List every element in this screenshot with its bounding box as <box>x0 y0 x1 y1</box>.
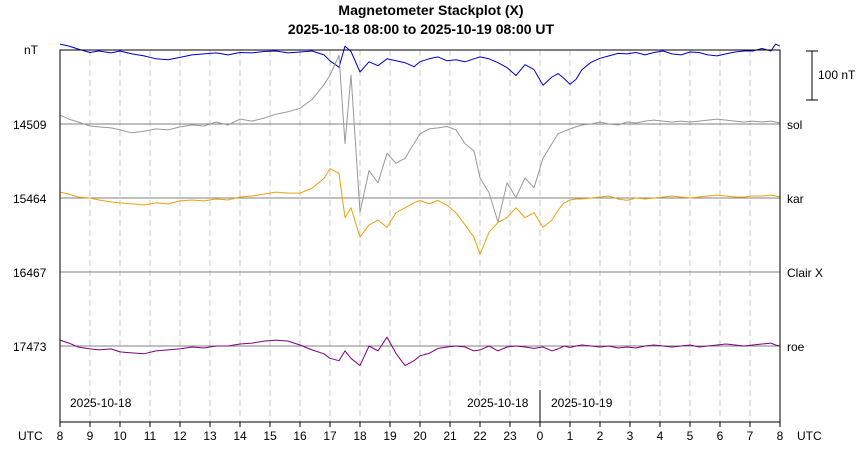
grid <box>89 50 751 422</box>
x-tick-label: 2 <box>597 429 604 443</box>
series-group <box>59 43 781 367</box>
scale-bar: 100 nT <box>806 50 856 101</box>
series-line <box>59 168 781 255</box>
x-tick-label: 18 <box>353 429 367 443</box>
x-tick-label: 15 <box>263 429 277 443</box>
x-tick-label: 13 <box>203 429 217 443</box>
station-label: roe <box>787 340 805 354</box>
y-unit-label: nT <box>24 43 39 57</box>
station-label: sol <box>787 118 802 132</box>
station-label: Clair X <box>787 266 823 280</box>
series-line <box>59 43 781 86</box>
x-tick-label: 19 <box>383 429 397 443</box>
baseline-value-label: 14509 <box>13 118 47 132</box>
x-tick-label: 10 <box>113 429 127 443</box>
x-tick-label: 9 <box>87 429 94 443</box>
x-tick-label: 4 <box>657 429 664 443</box>
x-tick-label: 16 <box>293 429 307 443</box>
baseline-value-label: 17473 <box>13 340 47 354</box>
baseline-value-label: 15464 <box>13 192 47 206</box>
x-ticks: 8 9 10 11 12 13 14 15 16 17 18 19 20 21 22 23 0 1 2 3 4 5 6 7 8 <box>57 422 784 443</box>
date-label-before-midnight: 2025-10-18 <box>467 396 529 410</box>
x-tick-label: 22 <box>473 429 487 443</box>
x-tick-label: 1 <box>567 429 574 443</box>
plot-frame <box>59 49 781 423</box>
x-tick-label: 21 <box>443 429 457 443</box>
x-tick-label: 6 <box>717 429 724 443</box>
x-tick-label: 8 <box>777 429 784 443</box>
x-tick-label: 20 <box>413 429 427 443</box>
x-unit-label-left: UTC <box>18 429 43 443</box>
chart-subtitle: 2025-10-18 08:00 to 2025-10-19 08:00 UT <box>288 21 555 37</box>
x-unit-label-right: UTC <box>797 429 822 443</box>
x-tick-label: 14 <box>233 429 247 443</box>
x-tick-label: 8 <box>57 429 64 443</box>
series-line <box>59 336 781 367</box>
x-tick-label: 11 <box>144 429 157 443</box>
x-tick-label: 23 <box>503 429 517 443</box>
date-label-after-midnight: 2025-10-19 <box>551 396 613 410</box>
station-label: kar <box>787 192 804 206</box>
series-labels: 14509 sol 15464 kar 16467 Clair X 17473 roe <box>13 118 823 354</box>
x-tick-label: 17 <box>323 429 337 443</box>
baseline-value-label: 16467 <box>13 266 47 280</box>
chart-title: Magnetometer Stackplot (X) <box>338 2 523 18</box>
date-label-start: 2025-10-18 <box>70 396 132 410</box>
x-tick-label: 7 <box>747 429 754 443</box>
x-tick-label: 5 <box>687 429 694 443</box>
baselines <box>60 123 780 347</box>
x-tick-label: 3 <box>627 429 634 443</box>
x-tick-label: 0 <box>537 429 544 443</box>
x-tick-label: 12 <box>173 429 187 443</box>
series-line <box>59 54 781 223</box>
scale-bar-label: 100 nT <box>818 68 856 82</box>
